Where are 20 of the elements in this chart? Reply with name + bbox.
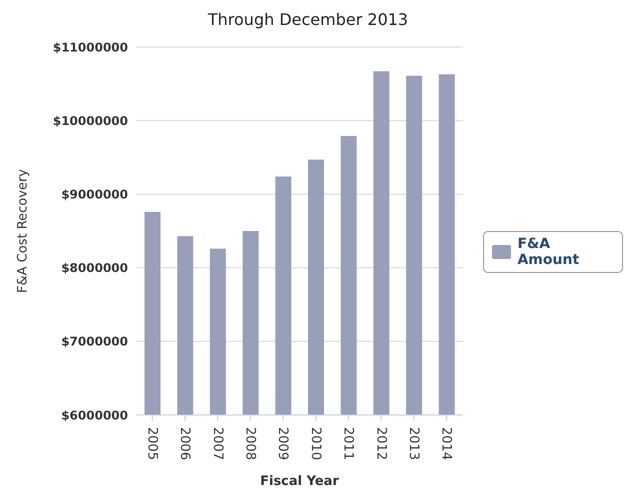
x-tick-label: 2008 [242, 427, 258, 460]
y-tick-label: $6000000 [61, 408, 128, 422]
y-tick-label: $9000000 [61, 187, 128, 202]
legend-label: F&A Amount [517, 236, 580, 268]
x-axis-title: Fiscal Year [260, 474, 340, 489]
x-tick-label: 2014 [438, 427, 454, 460]
x-tick-label: 2011 [340, 427, 356, 460]
x-tick-label: 2009 [275, 427, 290, 460]
x-tick-label: 2005 [144, 427, 160, 460]
x-tick-label: 2007 [210, 427, 225, 460]
x-tick-label: 2012 [373, 427, 388, 460]
y-tick-label: $7000000 [61, 334, 128, 349]
x-tick-label: 2010 [308, 427, 323, 460]
y-axis-title: F&A Cost Recovery [16, 168, 31, 293]
x-tick-label: 2006 [177, 427, 192, 460]
y-tick-label: $11000000 [52, 40, 128, 54]
chart-title: Through December 2013 [206, 10, 410, 29]
x-tick-label: 2013 [406, 427, 421, 460]
y-tick-label: $10000000 [52, 114, 128, 128]
y-tick-label: $8000000 [61, 261, 128, 276]
